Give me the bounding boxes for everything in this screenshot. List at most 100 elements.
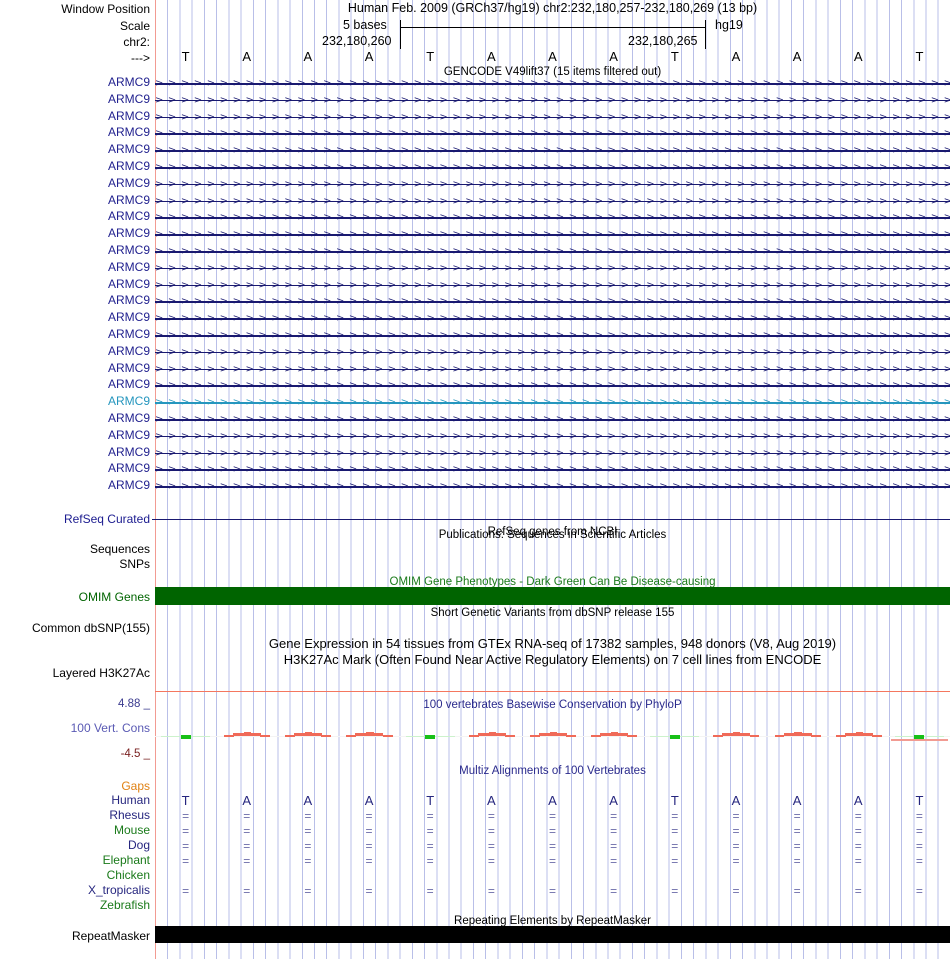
snps-label[interactable]: SNPs <box>119 557 150 571</box>
gene-label-armc9[interactable]: ARMC9 <box>107 226 150 241</box>
gene-row-armc9[interactable]: >>>>>>>>>>>>>>>>>>>>>>>>>>>>>>>>>>>>>>>>… <box>155 414 950 425</box>
gene-row-armc9[interactable]: >>>>>>>>>>>>>>>>>>>>>>>>>>>>>>>>>>>>>>>>… <box>155 364 950 375</box>
conservation-bar-positive <box>504 735 515 737</box>
gene-direction-arrows: >>>>>>>>>>>>>>>>>>>>>>>>>>>>>>>>>>>>>>>>… <box>155 397 950 409</box>
gene-label-armc9[interactable]: ARMC9 <box>107 75 150 89</box>
gene-row-armc9[interactable]: >>>>>>>>>>>>>>>>>>>>>>>>>>>>>>>>>>>>>>>>… <box>155 313 950 324</box>
gene-strand-line <box>155 234 950 236</box>
gaps-label[interactable]: Gaps <box>121 779 150 793</box>
gene-row-armc9[interactable]: >>>>>>>>>>>>>>>>>>>>>>>>>>>>>>>>>>>>>>>>… <box>155 380 950 391</box>
publications-track-title: Publications: Sequences in Scientific Ar… <box>438 529 667 541</box>
gene-label-armc9[interactable]: ARMC9 <box>107 461 150 476</box>
gene-strand-line <box>155 301 950 303</box>
gene-direction-arrows: >>>>>>>>>>>>>>>>>>>>>>>>>>>>>>>>>>>>>>>>… <box>155 296 950 308</box>
species-label-dog[interactable]: Dog <box>127 838 150 852</box>
gene-label-armc9[interactable]: ARMC9 <box>107 192 150 207</box>
gene-label-armc9[interactable]: ARMC9 <box>107 478 150 493</box>
gene-row-armc9[interactable]: >>>>>>>>>>>>>>>>>>>>>>>>>>>>>>>>>>>>>>>>… <box>155 196 950 207</box>
gene-row-armc9[interactable]: >>>>>>>>>>>>>>>>>>>>>>>>>>>>>>>>>>>>>>>>… <box>155 78 950 89</box>
refseq-curated-label[interactable]: RefSeq Curated <box>63 512 150 526</box>
gene-label-armc9[interactable]: ARMC9 <box>107 175 150 190</box>
gene-row-armc9[interactable]: >>>>>>>>>>>>>>>>>>>>>>>>>>>>>>>>>>>>>>>>… <box>155 448 950 459</box>
common-dbsnp-label[interactable]: Common dbSNP(155) <box>31 621 150 635</box>
species-label-human[interactable]: Human <box>111 793 150 807</box>
gene-row-armc9[interactable]: >>>>>>>>>>>>>>>>>>>>>>>>>>>>>>>>>>>>>>>>… <box>155 263 950 274</box>
species-alignment-row[interactable]: = = = = = = = = = = = = = <box>155 839 950 853</box>
gene-row-armc9[interactable]: >>>>>>>>>>>>>>>>>>>>>>>>>>>>>>>>>>>>>>>>… <box>155 162 950 173</box>
species-match-mark: = <box>243 839 251 853</box>
gene-label-armc9[interactable]: ARMC9 <box>107 310 150 325</box>
gene-label-armc9[interactable]: ARMC9 <box>107 327 150 341</box>
gene-label-armc9[interactable]: ARMC9 <box>107 125 150 140</box>
sequences-label[interactable]: Sequences <box>89 542 150 556</box>
gene-direction-arrows: >>>>>>>>>>>>>>>>>>>>>>>>>>>>>>>>>>>>>>>>… <box>155 178 950 190</box>
gene-label-armc9[interactable]: ARMC9 <box>107 394 150 409</box>
gene-row-armc9[interactable]: >>>>>>>>>>>>>>>>>>>>>>>>>>>>>>>>>>>>>>>>… <box>155 145 950 156</box>
species-alignment-row[interactable]: = = = = = = = = = = = = = <box>155 809 950 823</box>
gene-label-armc9[interactable]: ARMC9 <box>107 259 150 274</box>
refseq-curated-line[interactable] <box>152 519 950 520</box>
gene-label-armc9[interactable]: ARMC9 <box>107 411 150 425</box>
gene-row-armc9[interactable]: >>>>>>>>>>>>>>>>>>>>>>>>>>>>>>>>>>>>>>>>… <box>155 95 950 106</box>
gene-row-armc9[interactable]: >>>>>>>>>>>>>>>>>>>>>>>>>>>>>>>>>>>>>>>>… <box>155 481 950 492</box>
conservation-bar-positive <box>774 735 785 737</box>
gene-label-armc9[interactable]: ARMC9 <box>107 243 150 257</box>
gene-row-armc9[interactable]: >>>>>>>>>>>>>>>>>>>>>>>>>>>>>>>>>>>>>>>>… <box>155 431 950 442</box>
gene-row-armc9[interactable]: >>>>>>>>>>>>>>>>>>>>>>>>>>>>>>>>>>>>>>>>… <box>155 246 950 257</box>
species-alignment-row[interactable]: = = = = = = = = = = = = = <box>155 884 950 898</box>
species-alignment-row[interactable]: = = = = = = = = = = = = = <box>155 824 950 838</box>
gene-row-armc9[interactable]: >>>>>>>>>>>>>>>>>>>>>>>>>>>>>>>>>>>>>>>>… <box>155 128 950 139</box>
gene-row-armc9[interactable]: >>>>>>>>>>>>>>>>>>>>>>>>>>>>>>>>>>>>>>>>… <box>155 280 950 291</box>
gene-row-armc9[interactable]: >>>>>>>>>>>>>>>>>>>>>>>>>>>>>>>>>>>>>>>>… <box>155 212 950 223</box>
gene-label-armc9[interactable]: ARMC9 <box>107 276 150 291</box>
species-match-mark: = <box>487 854 495 868</box>
omim-genes-label[interactable]: OMIM Genes <box>78 590 150 604</box>
conservation-bar-positive <box>617 733 629 736</box>
species-alignment-row[interactable] <box>155 899 950 913</box>
species-label-rhesus[interactable]: Rhesus <box>109 808 150 822</box>
gene-label-armc9[interactable]: ARMC9 <box>107 360 150 375</box>
gene-row-armc9[interactable]: >>>>>>>>>>>>>>>>>>>>>>>>>>>>>>>>>>>>>>>>… <box>155 397 950 408</box>
omim-gene-bar[interactable] <box>155 587 950 605</box>
species-match-mark: = <box>732 824 740 838</box>
gene-row-armc9[interactable]: >>>>>>>>>>>>>>>>>>>>>>>>>>>>>>>>>>>>>>>>… <box>155 330 950 341</box>
gene-label-armc9[interactable]: ARMC9 <box>107 444 150 459</box>
gene-row-armc9[interactable]: >>>>>>>>>>>>>>>>>>>>>>>>>>>>>>>>>>>>>>>>… <box>155 179 950 190</box>
gene-label-armc9[interactable]: ARMC9 <box>107 427 150 442</box>
species-label-chicken[interactable]: Chicken <box>106 868 150 882</box>
gene-row-armc9[interactable]: >>>>>>>>>>>>>>>>>>>>>>>>>>>>>>>>>>>>>>>>… <box>155 112 950 123</box>
species-alignment-row[interactable]: = = = = = = = = = = = = = <box>155 854 950 868</box>
conservation-plot[interactable] <box>155 716 950 746</box>
species-match-mark: = <box>671 839 679 853</box>
gene-label-armc9[interactable]: ARMC9 <box>107 377 150 392</box>
species-match-mark: = <box>793 809 801 823</box>
gene-label-armc9[interactable]: ARMC9 <box>107 343 150 358</box>
gene-row-armc9[interactable]: >>>>>>>>>>>>>>>>>>>>>>>>>>>>>>>>>>>>>>>>… <box>155 464 950 475</box>
species-label-mouse[interactable]: Mouse <box>113 823 150 837</box>
gene-label-armc9[interactable]: ARMC9 <box>107 108 150 123</box>
gene-label-armc9[interactable]: ARMC9 <box>107 159 150 173</box>
species-label-zebrafish[interactable]: Zebrafish <box>99 898 150 912</box>
gene-strand-line <box>155 133 950 135</box>
gene-direction-arrows: >>>>>>>>>>>>>>>>>>>>>>>>>>>>>>>>>>>>>>>>… <box>155 346 950 358</box>
species-match-mark: = <box>732 839 740 853</box>
gene-label-armc9[interactable]: ARMC9 <box>107 293 150 308</box>
gene-row-armc9[interactable]: >>>>>>>>>>>>>>>>>>>>>>>>>>>>>>>>>>>>>>>>… <box>155 296 950 307</box>
species-match-mark: = <box>610 884 618 898</box>
gene-row-armc9[interactable]: >>>>>>>>>>>>>>>>>>>>>>>>>>>>>>>>>>>>>>>>… <box>155 229 950 240</box>
repeatmasker-label[interactable]: RepeatMasker <box>71 929 150 943</box>
species-alignment-row[interactable] <box>155 869 950 883</box>
gene-strand-line <box>155 183 950 186</box>
species-label-elephant[interactable]: Elephant <box>102 853 150 867</box>
gene-label-armc9[interactable]: ARMC9 <box>107 209 150 224</box>
gene-label-armc9[interactable]: ARMC9 <box>107 142 150 157</box>
layered-h3k27ac-label[interactable]: Layered H3K27Ac <box>52 666 150 680</box>
gene-row-armc9[interactable]: >>>>>>>>>>>>>>>>>>>>>>>>>>>>>>>>>>>>>>>>… <box>155 347 950 358</box>
gene-label-armc9[interactable]: ARMC9 <box>107 91 150 106</box>
conservation-track-label[interactable]: 100 Vert. Cons <box>70 721 150 735</box>
species-label-x_tropicalis[interactable]: X_tropicalis <box>87 883 150 897</box>
repeatmasker-bar[interactable] <box>155 926 950 943</box>
